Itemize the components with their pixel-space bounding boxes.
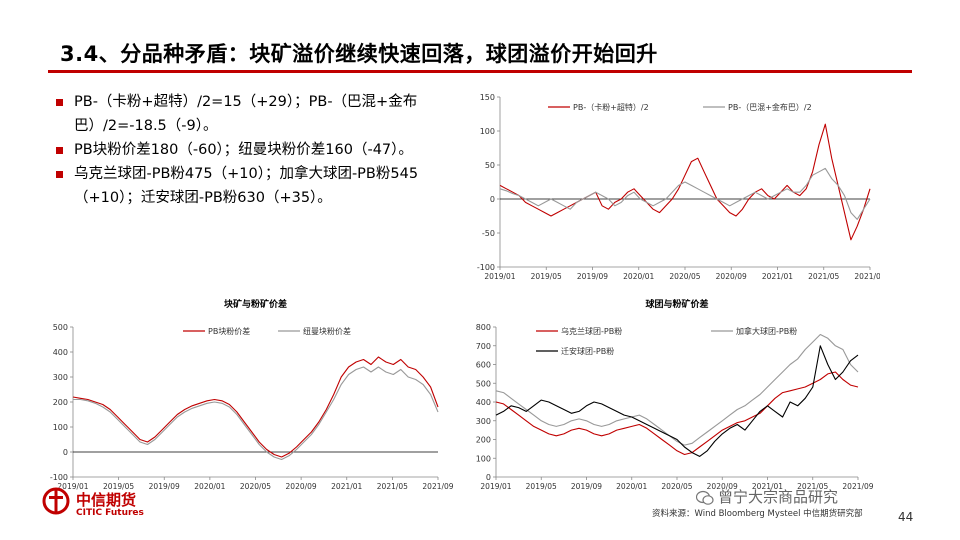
title-divider xyxy=(48,70,912,73)
citic-logo-icon xyxy=(42,487,70,515)
y-tick-label: 400 xyxy=(476,398,491,407)
y-tick-label: 300 xyxy=(476,417,491,426)
y-tick-label: 600 xyxy=(476,361,491,370)
x-tick-label: 2019/01 xyxy=(480,482,511,491)
bullet-item: PB块粉价差180（-60）；纽曼块粉价差160（-47）。 xyxy=(56,138,466,162)
y-tick-label: 400 xyxy=(53,348,68,357)
legend-label: 纽曼块粉价差 xyxy=(303,326,351,336)
y-tick-label: 300 xyxy=(53,373,68,382)
x-tick-label: 2020/01 xyxy=(623,272,654,281)
y-tick-label: 200 xyxy=(53,398,68,407)
x-tick-label: 2019/01 xyxy=(484,272,515,281)
y-tick-label: 100 xyxy=(476,454,491,463)
y-tick-label: 800 xyxy=(476,323,491,332)
chart-title: 块矿与粉矿价差 xyxy=(224,298,287,310)
series-line-1 xyxy=(73,366,439,461)
legend-label: PB-（巴混+金布巴）/2 xyxy=(728,102,812,112)
x-tick-label: 2020/01 xyxy=(616,482,647,491)
data-source: 资料来源：Wind Bloomberg Mysteel 中信期货研究部 xyxy=(652,509,863,519)
x-tick-label: 2019/05 xyxy=(526,482,557,491)
bullet-list: PB-（卡粉+超特）/2=15（+29）；PB-（巴混+金布巴）/2=-18.5… xyxy=(56,90,466,210)
chart-title: 球团与粉矿价差 xyxy=(645,298,708,310)
x-tick-label: 2021/01 xyxy=(331,482,362,491)
y-tick-label: 0 xyxy=(63,448,68,457)
x-tick-label: 2019/09 xyxy=(149,482,180,491)
x-tick-label: 2020/05 xyxy=(661,482,692,491)
x-tick-label: 2020/05 xyxy=(240,482,271,491)
watermark: 曾宁大宗商品研究 xyxy=(718,488,839,506)
legend-label: PB-（卡粉+超特）/2 xyxy=(573,102,649,112)
x-tick-label: 2019/05 xyxy=(531,272,562,281)
logo-text-en: CITIC Futures xyxy=(76,508,144,518)
y-tick-label: 500 xyxy=(53,323,68,332)
legend-label: 加拿大球团-PB粉 xyxy=(736,326,797,336)
wechat-icon xyxy=(696,490,714,505)
y-tick-label: 150 xyxy=(480,93,495,102)
y-tick-label: 700 xyxy=(476,342,491,351)
page-title: 3.4、分品种矛盾：块矿溢价继续快速回落，球团溢价开始回升 xyxy=(60,42,658,66)
x-tick-label: 2019/09 xyxy=(577,272,608,281)
x-tick-label: 2021/05 xyxy=(808,272,839,281)
pellet-premium-chart: 球团与粉矿价差 0 100 200 300 400 500 600 700 800 2019/01 2… xyxy=(476,298,874,491)
bullet-item: PB-（卡粉+超特）/2=15（+29）；PB-（巴混+金布巴）/2=-18.5… xyxy=(56,90,466,138)
x-tick-label: 2019/09 xyxy=(571,482,602,491)
x-tick-label: 2021/01 xyxy=(762,272,793,281)
y-tick-label: -100 xyxy=(477,263,495,272)
x-tick-label: 2021/09 xyxy=(854,272,880,281)
legend-label: PB块粉价差 xyxy=(208,326,250,336)
x-tick-label: 2020/01 xyxy=(194,482,225,491)
y-tick-label: 100 xyxy=(53,423,68,432)
x-tick-label: 2021/09 xyxy=(422,482,453,491)
series-line-0 xyxy=(72,356,439,458)
series-line-1 xyxy=(499,167,871,220)
series-line-0 xyxy=(495,371,859,456)
page-number: 44 xyxy=(898,510,914,524)
y-tick-label: 200 xyxy=(476,436,491,445)
y-tick-label: 0 xyxy=(490,195,495,204)
fines-premium-chart: -100 -50 0 50 100 150 2019/01 2019/05 2019/09 202… xyxy=(477,93,880,281)
y-tick-label: 0 xyxy=(486,473,491,482)
series-line-1 xyxy=(495,333,859,446)
company-logo: 中信期货 CITIC Futures xyxy=(42,485,162,525)
x-tick-label: 2019/01 xyxy=(57,482,88,491)
x-tick-label: 2021/05 xyxy=(377,482,408,491)
x-tick-label: 2020/09 xyxy=(286,482,317,491)
x-tick-label: 2021/05 xyxy=(797,482,828,491)
legend-label: 乌克兰球团-PB粉 xyxy=(561,326,622,336)
y-tick-label: 500 xyxy=(476,379,491,388)
bullet-item: 乌克兰球团-PB粉475（+10）；加拿大球团-PB粉545（+10）；迁安球团… xyxy=(56,162,466,210)
series-line-2 xyxy=(495,345,859,457)
y-tick-label: 50 xyxy=(485,161,495,170)
y-tick-label: -100 xyxy=(50,473,68,482)
legend-label: 迁安球团-PB粉 xyxy=(561,346,614,356)
x-tick-label: 2020/09 xyxy=(716,272,747,281)
x-tick-label: 2021/01 xyxy=(752,482,783,491)
series-line-0 xyxy=(499,123,871,241)
x-tick-label: 2020/09 xyxy=(707,482,738,491)
x-tick-label: 2020/05 xyxy=(669,272,700,281)
y-tick-label: 100 xyxy=(480,127,495,136)
lump-premium-chart: 块矿与粉矿价差 -100 0 100 200 300 400 500 2019/01 2019/0… xyxy=(50,298,453,491)
x-tick-label: 2021/09 xyxy=(842,482,873,491)
x-tick-label: 2019/05 xyxy=(103,482,134,491)
y-tick-label: -50 xyxy=(482,229,495,238)
logo-text-cn: 中信期货 xyxy=(76,491,137,509)
